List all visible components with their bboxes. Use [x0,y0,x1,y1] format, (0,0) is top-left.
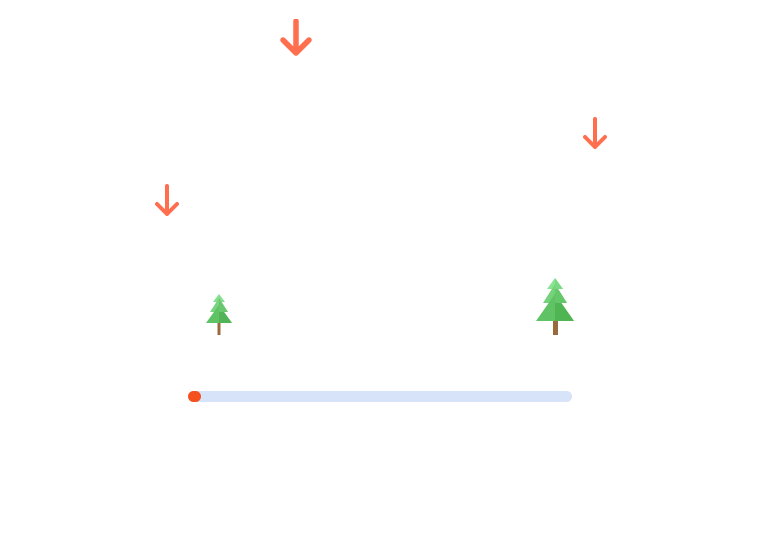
pine-tree-icon [205,293,233,336]
progress-bar-fill [188,391,201,402]
down-arrow-icon [278,19,314,58]
progress-bar [188,391,572,402]
down-arrow-icon [153,184,181,218]
down-arrow-icon [581,117,609,151]
pine-tree-icon [535,277,575,336]
